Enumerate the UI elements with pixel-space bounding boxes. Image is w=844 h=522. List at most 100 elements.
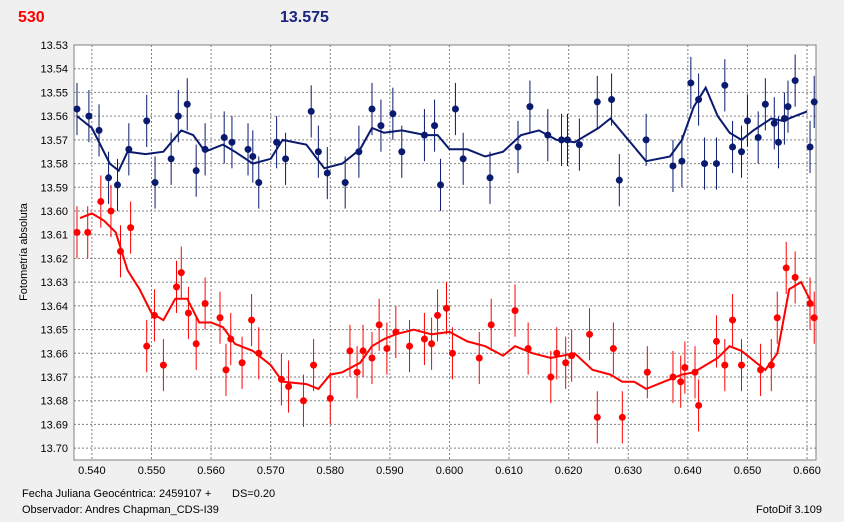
x-tick-label: 0.650 [734,465,762,477]
data-point [431,122,439,130]
y-tick-label: 13.62 [40,253,68,265]
data-point [73,228,81,236]
software-version-label: FotoDif 3.109 [756,504,823,516]
data-point [173,283,181,291]
y-tick-label: 13.55 [40,87,68,99]
y-tick-label: 13.53 [40,40,68,52]
y-tick-label: 13.56 [40,111,68,123]
data-point [368,354,376,362]
data-point [353,368,361,376]
data-point [687,79,695,87]
x-tick-label: 0.600 [436,465,464,477]
plot-area [73,44,817,461]
data-point [227,335,235,343]
data-point [192,340,200,348]
data-point [780,115,788,123]
x-tick-label: 0.630 [614,465,642,477]
data-point [547,373,555,381]
data-point [459,155,467,163]
x-tick-label: 0.660 [793,465,821,477]
data-point [729,143,737,151]
data-point [310,361,318,369]
data-point [767,361,775,369]
y-tick-label: 13.59 [40,182,68,194]
y-tick-label: 13.65 [40,325,68,337]
trend-line [76,85,808,173]
x-tick-label: 0.590 [376,465,404,477]
data-point [375,321,383,329]
data-point [398,148,406,156]
data-point [97,198,105,206]
data-point [615,176,623,184]
data-point [228,138,236,146]
data-point [712,160,720,168]
data-point [84,228,92,236]
data-point [151,179,159,187]
data-point [201,299,209,307]
data-point [255,349,263,357]
data-point [346,347,354,355]
data-point [791,77,799,85]
data-point [773,314,781,322]
data-point [553,349,561,357]
y-axis-ticks: 13.53 13.54 13.55 13.56 13.57 13.58 13.59 13.60… [40,40,68,455]
data-point [784,103,792,111]
data-point [695,401,703,409]
data-point [73,105,81,113]
data-point [359,347,367,355]
x-tick-label: 0.610 [495,465,523,477]
y-tick-label: 13.60 [40,206,68,218]
data-point [116,247,124,255]
data-point [806,299,814,307]
data-point [451,105,459,113]
data-point [437,181,445,189]
data-point [806,143,814,151]
data-point [609,345,617,353]
data-point [420,335,428,343]
data-point [695,96,703,104]
data-point [323,169,331,177]
data-point [105,174,113,182]
y-tick-label: 13.68 [40,396,68,408]
data-point [392,328,400,336]
data-point [754,133,762,141]
data-point [434,311,442,319]
data-point [721,81,729,89]
x-tick-label: 0.550 [138,465,166,477]
data-point [174,112,182,120]
data-point [669,162,677,170]
data-point [314,148,322,156]
data-point [355,148,363,156]
data-point [150,311,158,319]
data-point [255,179,263,187]
data-point [791,273,799,281]
data-point [299,397,307,405]
data-point [677,378,685,386]
grid [74,44,816,460]
y-tick-label: 13.66 [40,348,68,360]
data-point [487,321,495,329]
data-point [285,382,293,390]
data-point [770,119,778,127]
data-point [642,136,650,144]
data-point [691,368,699,376]
y-tick-label: 13.58 [40,159,68,171]
data-point [475,354,483,362]
data-point [618,413,626,421]
x-tick-label: 0.570 [257,465,285,477]
data-point [244,145,252,153]
data-point [201,145,209,153]
data-point [420,131,428,139]
data-point [177,269,185,277]
data-point [738,148,746,156]
data-point [448,349,456,357]
data-point [114,181,122,189]
data-point [368,105,376,113]
data-point [681,364,689,372]
y-tick-label: 13.61 [40,230,68,242]
data-point [486,174,494,182]
data-point [511,307,519,315]
julian-date-label: Fecha Juliana Geocéntrica: 2459107 + [22,488,212,500]
data-point [669,373,677,381]
